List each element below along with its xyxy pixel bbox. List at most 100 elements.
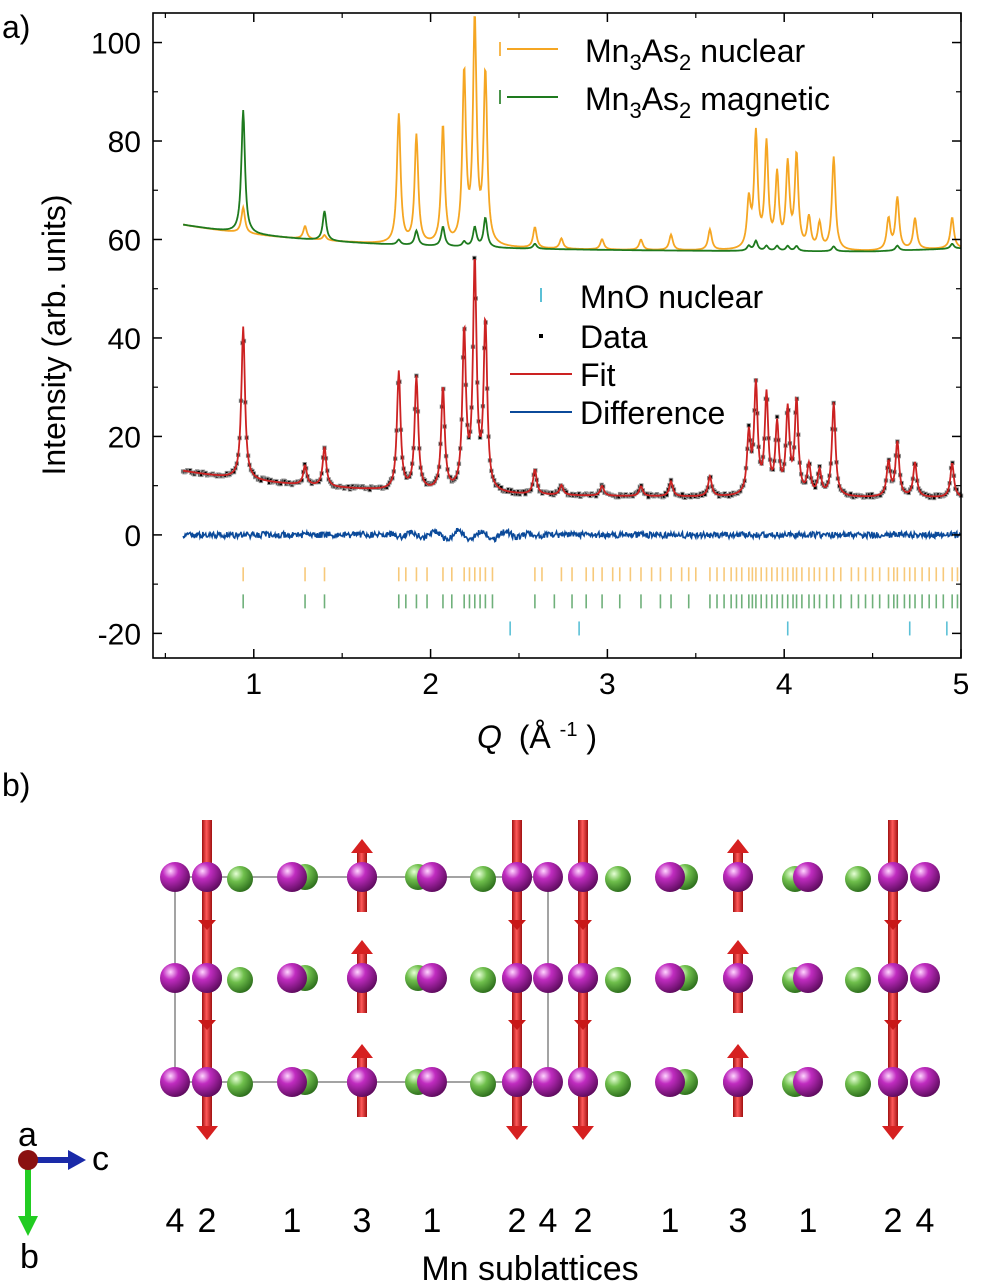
spin-head (196, 1126, 218, 1140)
mn-atom (723, 1067, 753, 1097)
data-point (617, 495, 620, 499)
data-point (665, 493, 669, 497)
mn-atom (878, 1067, 908, 1097)
legend-entry: Fit (510, 357, 616, 393)
y-tick-label: 20 (108, 421, 141, 454)
data-point (347, 485, 350, 488)
mn-atom (160, 862, 190, 892)
spin-head-mid (198, 920, 216, 930)
spin-head (727, 940, 749, 954)
spin-head-mid (574, 920, 592, 930)
legend-label: Data (580, 319, 648, 355)
data-point (518, 493, 521, 496)
data-point (812, 483, 816, 486)
legend-entry: Mn3As2 magnetic (499, 81, 830, 123)
x-tick-label: 2 (422, 668, 439, 701)
as-atom (470, 967, 496, 993)
x-axis-title: Q (Å -1 ) (477, 707, 597, 755)
sublattice-number: 4 (916, 1202, 935, 1240)
mn-atom (347, 1067, 377, 1097)
data-points (180, 255, 964, 501)
y-tick-label: 80 (108, 126, 141, 159)
panel-a-label: a) (2, 9, 30, 45)
mn-atom (192, 862, 222, 892)
data-point (927, 493, 930, 497)
data-point (317, 480, 321, 484)
nuclear-series-line (182, 16, 962, 251)
panel-b-label: b) (2, 767, 30, 803)
data-point (509, 488, 513, 492)
spin-head (351, 839, 373, 853)
data-point (259, 479, 263, 483)
legend-label-sub: 2 (679, 98, 691, 123)
as-atom (227, 1071, 253, 1097)
data-point (937, 493, 940, 496)
c-axis-label: c (92, 1140, 109, 1178)
mn-atom (417, 1067, 447, 1097)
legend-label-part: Mn (585, 81, 629, 117)
legend-label: Difference (580, 395, 725, 431)
as-atom (845, 967, 871, 993)
data-point (717, 495, 721, 498)
legend-label-part: magnetic (691, 81, 830, 117)
data-point (951, 461, 954, 465)
legend-label: Mn3As2 magnetic (585, 81, 830, 123)
legend-label-part: As (642, 33, 679, 69)
mn-atom (160, 1067, 190, 1097)
c-axis-head (68, 1150, 86, 1170)
a-axis-dot (18, 1150, 38, 1170)
sublattice-number: 2 (198, 1202, 217, 1240)
data-point (689, 495, 693, 499)
crystal-structure (160, 820, 940, 1140)
data-point (727, 495, 731, 498)
data-point (269, 478, 273, 482)
mn-atom (502, 1067, 532, 1097)
y-axis-title: Intensity (arb. units) (36, 195, 72, 476)
as-atom (605, 866, 631, 892)
legend-label-sub: 3 (629, 50, 641, 75)
mn-atom (502, 862, 532, 892)
as-atom (605, 1071, 631, 1097)
data-point (932, 496, 936, 500)
data-point (478, 436, 482, 439)
legend-label-sub: 2 (679, 50, 691, 75)
y-tick-label: -20 (98, 618, 141, 651)
y-axis: -20 0 20 40 60 80 100 (91, 28, 961, 651)
data-point (730, 494, 734, 497)
mn-atom (723, 862, 753, 892)
mn-atom (417, 963, 447, 993)
data-point (515, 492, 519, 496)
spin-head-mid (574, 1020, 592, 1030)
spin-head (351, 1044, 373, 1058)
x-axis: 1 2 3 4 5 (164, 13, 969, 701)
mn-atom (793, 963, 823, 993)
mn-atom (655, 963, 685, 993)
data-point (867, 493, 871, 496)
data-point (645, 492, 649, 495)
spin-head (506, 1126, 528, 1140)
as-atom (227, 866, 253, 892)
data-point (594, 495, 598, 498)
mn-atom (793, 1067, 823, 1097)
sublattice-number: 4 (539, 1202, 558, 1240)
sublattice-caption: Mn sublattices (421, 1250, 638, 1288)
b-axis-label: b (20, 1238, 39, 1276)
data-point (522, 489, 526, 493)
as-atom (845, 1071, 871, 1097)
data-point (283, 479, 287, 483)
data-point (497, 484, 500, 487)
sublattice-number: 1 (423, 1202, 442, 1240)
data-point (723, 492, 727, 495)
data-point (473, 256, 476, 260)
data-point (303, 462, 306, 466)
mn-atom (878, 963, 908, 993)
data-point (368, 488, 372, 492)
fit-series-line (182, 259, 962, 498)
data-point (647, 495, 650, 499)
axis-triad: a c b (18, 1116, 109, 1276)
data-point (747, 424, 751, 427)
legend-label-part: As (642, 81, 679, 117)
difference-series-line (182, 527, 962, 543)
